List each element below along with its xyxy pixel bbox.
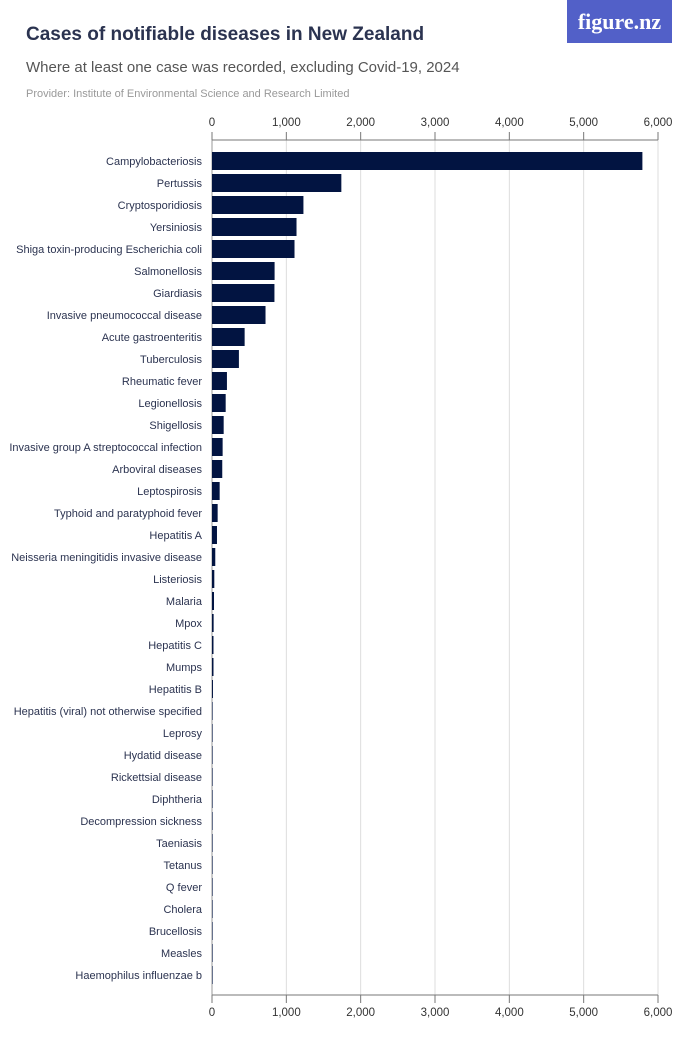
category-label: Salmonellosis [134, 266, 202, 278]
bar[interactable] [212, 834, 213, 852]
category-label: Cholera [163, 904, 202, 916]
category-label: Neisseria meningitidis invasive disease [11, 552, 202, 564]
category-label: Invasive pneumococcal disease [47, 310, 202, 322]
bar[interactable] [212, 350, 239, 368]
category-label: Hepatitis B [149, 684, 202, 696]
bar[interactable] [212, 504, 218, 522]
category-label: Typhoid and paratyphoid fever [54, 508, 202, 520]
category-label: Mumps [166, 662, 203, 674]
bar[interactable] [212, 218, 297, 236]
bar[interactable] [212, 768, 213, 786]
category-label: Diphtheria [152, 794, 203, 806]
category-label: Malaria [166, 596, 203, 608]
bar[interactable] [212, 284, 275, 302]
tick-label-top: 0 [209, 117, 215, 129]
bar[interactable] [212, 570, 215, 588]
bar[interactable] [212, 482, 220, 500]
category-label: Campylobacteriosis [106, 156, 202, 168]
tick-label-top: 3,000 [421, 117, 450, 129]
provider-note: Provider: Institute of Environmental Sci… [26, 88, 350, 100]
bar[interactable] [212, 900, 213, 918]
bar[interactable] [212, 922, 213, 940]
bar[interactable] [212, 592, 215, 610]
bar[interactable] [212, 416, 224, 434]
bar[interactable] [212, 636, 214, 654]
bar[interactable] [212, 790, 213, 808]
bar[interactable] [212, 174, 342, 192]
category-label: Mpox [175, 618, 202, 630]
bar[interactable] [212, 306, 266, 324]
chart-subtitle: Where at least one case was recorded, ex… [26, 59, 460, 76]
bar[interactable] [212, 240, 295, 258]
tick-label-bottom: 4,000 [495, 1007, 524, 1019]
category-label: Yersiniosis [150, 222, 203, 234]
category-label: Q fever [166, 882, 202, 894]
category-label: Cryptosporidiosis [118, 200, 203, 212]
bar[interactable] [212, 746, 213, 764]
bar[interactable] [212, 152, 643, 170]
tick-label-bottom: 3,000 [421, 1007, 450, 1019]
bar[interactable] [212, 724, 213, 742]
tick-label-bottom: 5,000 [569, 1007, 598, 1019]
tick-label-top: 4,000 [495, 117, 524, 129]
category-label: Leptospirosis [137, 486, 202, 498]
category-label: Shigellosis [149, 420, 202, 432]
category-label: Rickettsial disease [111, 772, 202, 784]
category-label: Tetanus [163, 860, 202, 872]
category-label: Giardiasis [153, 288, 202, 300]
bar[interactable] [212, 966, 213, 984]
bar[interactable] [212, 614, 214, 632]
tick-label-bottom: 1,000 [272, 1007, 301, 1019]
category-label: Haemophilus influenzae b [75, 970, 202, 982]
bar[interactable] [212, 262, 275, 280]
category-label: Brucellosis [149, 926, 203, 938]
bar[interactable] [212, 372, 227, 390]
category-label: Listeriosis [153, 574, 202, 586]
category-label: Hepatitis A [149, 530, 202, 542]
category-label: Hepatitis (viral) not otherwise specifie… [14, 706, 202, 718]
category-label: Leprosy [163, 728, 203, 740]
category-label: Legionellosis [138, 398, 202, 410]
bar[interactable] [212, 196, 304, 214]
category-label: Tuberculosis [140, 354, 202, 366]
category-label: Shiga toxin-producing Escherichia coli [16, 244, 202, 256]
figure-nz-logo[interactable]: figure.nz [567, 0, 672, 43]
category-label: Pertussis [157, 178, 203, 190]
category-label: Measles [161, 948, 202, 960]
bar[interactable] [212, 702, 213, 720]
bar[interactable] [212, 878, 213, 896]
category-label: Hydatid disease [124, 750, 202, 762]
tick-label-top: 1,000 [272, 117, 301, 129]
category-label: Arboviral diseases [112, 464, 202, 476]
bar[interactable] [212, 394, 226, 412]
category-label: Rheumatic fever [122, 376, 202, 388]
category-label: Decompression sickness [80, 816, 202, 828]
tick-label-top: 6,000 [644, 117, 673, 129]
tick-label-bottom: 0 [209, 1007, 215, 1019]
bar[interactable] [212, 526, 217, 544]
bar[interactable] [212, 658, 214, 676]
bar[interactable] [212, 812, 213, 830]
bar[interactable] [212, 460, 223, 478]
category-label: Acute gastroenteritis [102, 332, 203, 344]
tick-label-top: 2,000 [346, 117, 375, 129]
bar[interactable] [212, 856, 213, 874]
category-label: Invasive group A streptococcal infection [9, 442, 202, 454]
tick-label-bottom: 6,000 [644, 1007, 673, 1019]
tick-label-top: 5,000 [569, 117, 598, 129]
bar[interactable] [212, 438, 223, 456]
chart-title: Cases of notifiable diseases in New Zeal… [26, 24, 425, 45]
tick-label-bottom: 2,000 [346, 1007, 375, 1019]
category-label: Hepatitis C [148, 640, 202, 652]
bar[interactable] [212, 548, 216, 566]
bar[interactable] [212, 944, 213, 962]
bar[interactable] [212, 680, 213, 698]
bar[interactable] [212, 328, 245, 346]
category-label: Taeniasis [156, 838, 202, 850]
